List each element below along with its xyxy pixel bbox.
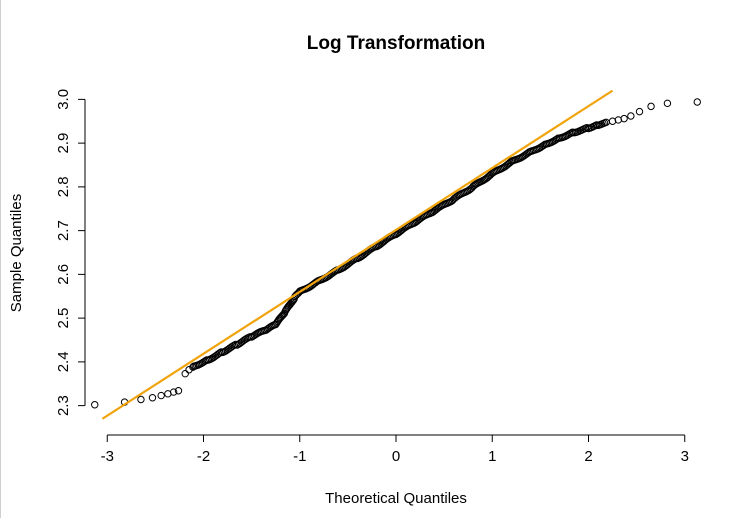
qq-reference-line — [102, 91, 612, 419]
qq-point — [158, 392, 164, 398]
chart-title: Log Transformation — [307, 33, 485, 54]
y-tick-label: 2.5 — [55, 308, 72, 329]
data-points — [92, 99, 701, 408]
x-tick-label: -3 — [101, 448, 114, 465]
qq-point — [621, 115, 627, 121]
x-tick-label: 0 — [392, 448, 400, 465]
qq-point — [628, 113, 634, 119]
y-tick-label: 2.8 — [55, 176, 72, 197]
x-tick-label: 1 — [488, 448, 496, 465]
x-tick-label: 2 — [584, 448, 592, 465]
qq-point — [182, 370, 188, 376]
qq-point — [149, 395, 155, 401]
qq-point — [648, 103, 654, 109]
y-tick-label: 2.6 — [55, 264, 72, 285]
qq-point — [694, 99, 700, 105]
qq-point — [138, 396, 144, 402]
qq-point — [636, 108, 642, 114]
y-axis-label: Sample Quantiles — [8, 194, 25, 312]
x-tick-label: 3 — [681, 448, 689, 465]
x-tick-label: -1 — [293, 448, 306, 465]
y-tick-label: 2.7 — [55, 220, 72, 241]
y-tick-label: 2.9 — [55, 133, 72, 154]
y-tick-label: 2.3 — [55, 395, 72, 416]
x-tick-label: -2 — [197, 448, 210, 465]
axes: -3 -2 -1 0 1 2 3 2.3 2.4 2.5 2.6 2.7 2.8 2.9 3.0 — [55, 89, 689, 465]
x-axis-label: Theoretical Quantiles — [325, 490, 467, 507]
reference-line-group — [102, 91, 612, 419]
y-tick-label: 3.0 — [55, 89, 72, 110]
qq-point — [92, 402, 98, 408]
y-tick-label: 2.4 — [55, 351, 72, 372]
qq-point — [664, 100, 670, 106]
